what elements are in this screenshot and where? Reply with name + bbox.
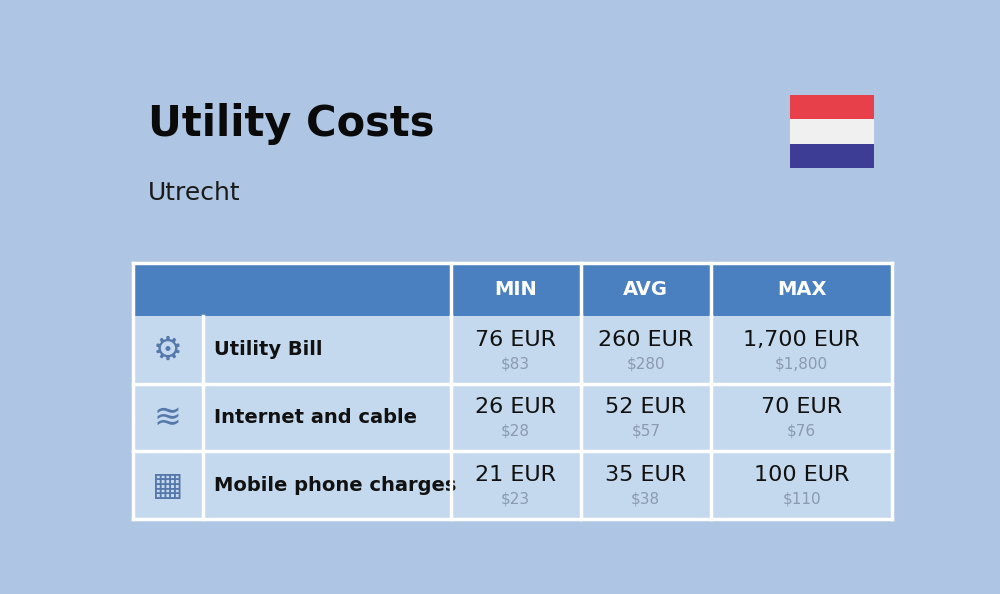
Text: 100 EUR: 100 EUR bbox=[754, 465, 849, 485]
Text: Utility Costs: Utility Costs bbox=[148, 103, 435, 146]
Text: $280: $280 bbox=[626, 356, 665, 371]
FancyBboxPatch shape bbox=[450, 263, 581, 316]
Text: $76: $76 bbox=[787, 424, 816, 439]
Text: ▦: ▦ bbox=[152, 469, 183, 502]
FancyBboxPatch shape bbox=[711, 263, 892, 316]
Text: 260 EUR: 260 EUR bbox=[598, 330, 693, 350]
FancyBboxPatch shape bbox=[790, 95, 874, 119]
Text: 26 EUR: 26 EUR bbox=[475, 397, 556, 418]
Text: 21 EUR: 21 EUR bbox=[475, 465, 556, 485]
Text: Mobile phone charges: Mobile phone charges bbox=[214, 476, 456, 495]
Text: $23: $23 bbox=[501, 491, 530, 507]
Text: $1,800: $1,800 bbox=[775, 356, 828, 371]
FancyBboxPatch shape bbox=[790, 144, 874, 168]
Text: 70 EUR: 70 EUR bbox=[761, 397, 842, 418]
Text: 52 EUR: 52 EUR bbox=[605, 397, 686, 418]
Text: MAX: MAX bbox=[777, 280, 826, 299]
Text: $83: $83 bbox=[501, 356, 530, 371]
FancyBboxPatch shape bbox=[202, 263, 450, 316]
Text: Utrecht: Utrecht bbox=[148, 181, 241, 205]
Text: $38: $38 bbox=[631, 491, 660, 507]
FancyBboxPatch shape bbox=[133, 384, 892, 451]
Text: 35 EUR: 35 EUR bbox=[605, 465, 686, 485]
Text: MIN: MIN bbox=[494, 280, 537, 299]
FancyBboxPatch shape bbox=[133, 263, 202, 316]
Text: AVG: AVG bbox=[623, 280, 668, 299]
FancyBboxPatch shape bbox=[133, 316, 892, 384]
Text: ⚙: ⚙ bbox=[153, 333, 183, 366]
FancyBboxPatch shape bbox=[133, 451, 892, 519]
Text: 76 EUR: 76 EUR bbox=[475, 330, 556, 350]
Text: ≋: ≋ bbox=[154, 401, 182, 434]
FancyBboxPatch shape bbox=[790, 119, 874, 144]
Text: $57: $57 bbox=[631, 424, 660, 439]
Text: $110: $110 bbox=[782, 491, 821, 507]
Text: 1,700 EUR: 1,700 EUR bbox=[743, 330, 860, 350]
Text: $28: $28 bbox=[501, 424, 530, 439]
Text: Internet and cable: Internet and cable bbox=[214, 408, 417, 427]
FancyBboxPatch shape bbox=[581, 263, 711, 316]
Text: Utility Bill: Utility Bill bbox=[214, 340, 323, 359]
